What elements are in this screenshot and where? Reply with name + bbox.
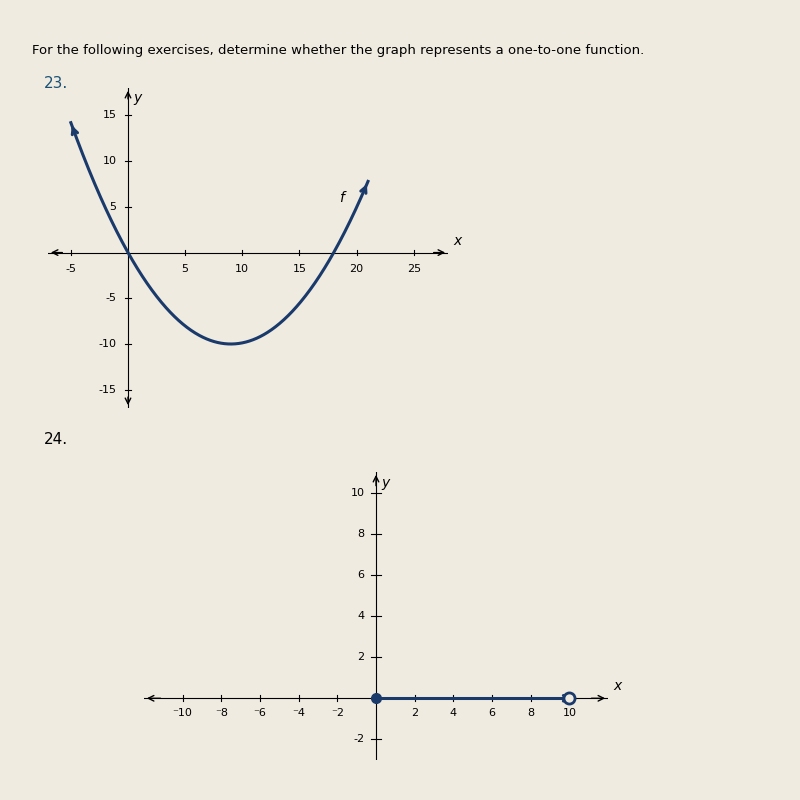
Text: x: x xyxy=(454,234,462,248)
Text: -10: -10 xyxy=(98,339,117,349)
Text: ⁻2: ⁻2 xyxy=(331,707,344,718)
Text: 10: 10 xyxy=(562,707,576,718)
Text: 2: 2 xyxy=(358,652,364,662)
Text: 25: 25 xyxy=(406,263,421,274)
Text: 10: 10 xyxy=(235,263,250,274)
Text: 10: 10 xyxy=(102,156,117,166)
Text: For the following exercises, determine whether the graph represents a one-to-one: For the following exercises, determine w… xyxy=(32,44,644,57)
Text: -15: -15 xyxy=(98,385,117,394)
Text: 8: 8 xyxy=(527,707,534,718)
Text: -2: -2 xyxy=(354,734,364,745)
Text: 15: 15 xyxy=(293,263,306,274)
Text: 20: 20 xyxy=(350,263,364,274)
Text: 6: 6 xyxy=(358,570,364,580)
Text: 5: 5 xyxy=(182,263,189,274)
Text: 5: 5 xyxy=(110,202,117,212)
Text: y: y xyxy=(382,476,390,490)
Text: 15: 15 xyxy=(102,110,117,121)
Text: ⁻8: ⁻8 xyxy=(215,707,228,718)
Text: ⁻4: ⁻4 xyxy=(292,707,305,718)
Text: 10: 10 xyxy=(350,487,364,498)
Text: 24.: 24. xyxy=(44,432,68,447)
Text: y: y xyxy=(134,90,142,105)
Text: x: x xyxy=(614,679,622,693)
Text: 23.: 23. xyxy=(44,76,68,91)
Text: 2: 2 xyxy=(411,707,418,718)
Text: 4: 4 xyxy=(358,611,364,621)
Text: 4: 4 xyxy=(450,707,457,718)
Text: 8: 8 xyxy=(358,529,364,538)
Text: 6: 6 xyxy=(489,707,495,718)
Text: f: f xyxy=(339,190,344,205)
Text: -5: -5 xyxy=(66,263,76,274)
Text: ⁻6: ⁻6 xyxy=(254,707,266,718)
Text: -5: -5 xyxy=(106,294,117,303)
Text: ⁻10: ⁻10 xyxy=(173,707,193,718)
